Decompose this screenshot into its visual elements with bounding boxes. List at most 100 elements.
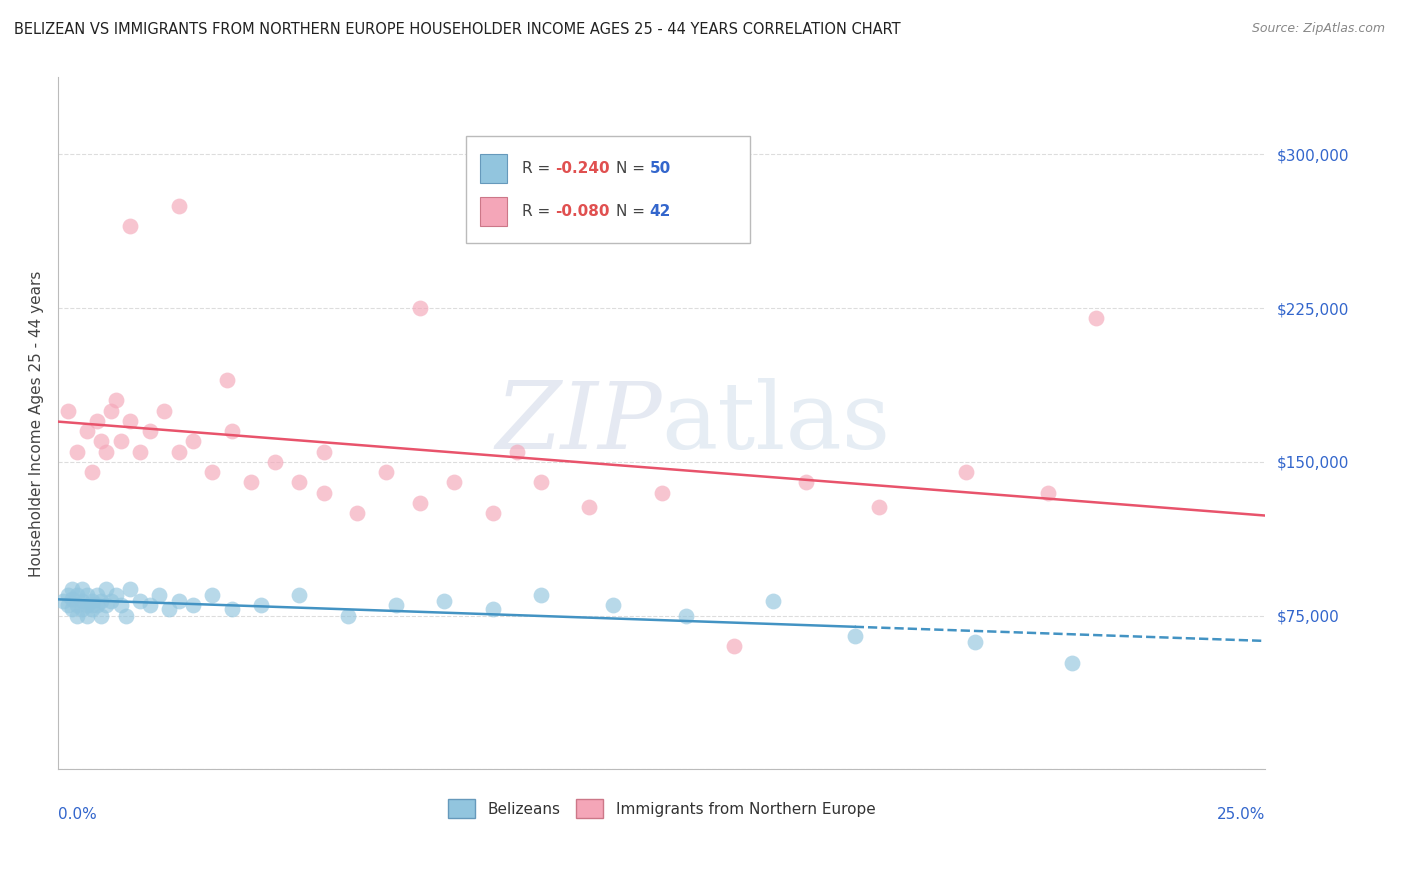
Point [120, 414, 142, 428]
Point [80, 599, 103, 613]
Point [100, 403, 122, 417]
Point [138, 424, 160, 438]
Point [201, 588, 224, 602]
Point [1085, 311, 1108, 326]
Point [129, 444, 152, 458]
Point [80, 465, 103, 479]
Bar [481, 197, 508, 227]
Point [312, 444, 335, 458]
Point [723, 640, 745, 654]
Point [762, 594, 785, 608]
Point [76, 599, 98, 613]
Point [602, 599, 624, 613]
Point [70, 582, 93, 596]
Point [56, 403, 79, 417]
Point [215, 373, 238, 387]
Point [375, 465, 398, 479]
Point [110, 434, 132, 449]
Point [409, 496, 432, 510]
Point [167, 444, 190, 458]
Text: -0.080: -0.080 [555, 204, 610, 219]
Point [52, 594, 75, 608]
Point [66, 608, 89, 623]
Point [249, 599, 271, 613]
Point [443, 475, 465, 490]
Point [312, 485, 335, 500]
Point [264, 455, 287, 469]
Point [578, 500, 600, 514]
Point [167, 198, 190, 212]
Point [62, 582, 84, 596]
Point [167, 594, 190, 608]
Point [336, 608, 359, 623]
Point [76, 608, 98, 623]
Point [201, 465, 224, 479]
Point [62, 602, 84, 616]
Point [675, 608, 697, 623]
Point [90, 434, 112, 449]
Point [844, 629, 866, 643]
Point [433, 594, 456, 608]
Point [120, 219, 142, 233]
Point [796, 475, 818, 490]
Point [481, 506, 503, 520]
Point [90, 594, 112, 608]
Point [86, 599, 108, 613]
Text: R =: R = [522, 161, 554, 176]
Point [96, 599, 118, 613]
Bar [481, 153, 508, 183]
Point [114, 608, 136, 623]
Point [76, 588, 98, 602]
Text: ZIP: ZIP [495, 378, 662, 468]
FancyBboxPatch shape [465, 136, 749, 244]
Point [120, 582, 142, 596]
Point [100, 594, 122, 608]
Point [76, 424, 98, 438]
Point [1036, 485, 1059, 500]
Point [80, 594, 103, 608]
Point [70, 602, 93, 616]
Point [56, 588, 79, 602]
Point [148, 588, 170, 602]
Text: N =: N = [616, 204, 650, 219]
Point [104, 588, 127, 602]
Point [288, 588, 311, 602]
Point [138, 599, 160, 613]
Point [288, 475, 311, 490]
Point [56, 599, 79, 613]
Point [66, 444, 89, 458]
Point [80, 602, 103, 616]
Point [104, 393, 127, 408]
Point [181, 599, 204, 613]
Y-axis label: Householder Income Ages 25 - 44 years: Householder Income Ages 25 - 44 years [30, 270, 44, 576]
Point [96, 444, 118, 458]
Point [66, 588, 89, 602]
Point [221, 424, 243, 438]
Point [240, 475, 263, 490]
Text: Source: ZipAtlas.com: Source: ZipAtlas.com [1251, 22, 1385, 36]
Point [157, 602, 180, 616]
Point [221, 602, 243, 616]
Point [530, 588, 553, 602]
Point [153, 403, 176, 417]
Point [1060, 656, 1083, 670]
Point [86, 414, 108, 428]
Point [385, 599, 408, 613]
Point [66, 599, 89, 613]
Point [96, 582, 118, 596]
Point [409, 301, 432, 315]
Point [868, 500, 890, 514]
Legend: Belizeans, Immigrants from Northern Europe: Belizeans, Immigrants from Northern Euro… [441, 793, 882, 824]
Point [70, 594, 93, 608]
Point [90, 608, 112, 623]
Text: 50: 50 [650, 161, 671, 176]
Text: atlas: atlas [662, 378, 891, 468]
Text: N =: N = [616, 161, 650, 176]
Point [129, 594, 152, 608]
Text: -0.240: -0.240 [555, 161, 610, 176]
Point [506, 444, 529, 458]
Point [530, 475, 553, 490]
Text: BELIZEAN VS IMMIGRANTS FROM NORTHERN EUROPE HOUSEHOLDER INCOME AGES 25 - 44 YEAR: BELIZEAN VS IMMIGRANTS FROM NORTHERN EUR… [14, 22, 901, 37]
Point [346, 506, 368, 520]
Point [110, 599, 132, 613]
